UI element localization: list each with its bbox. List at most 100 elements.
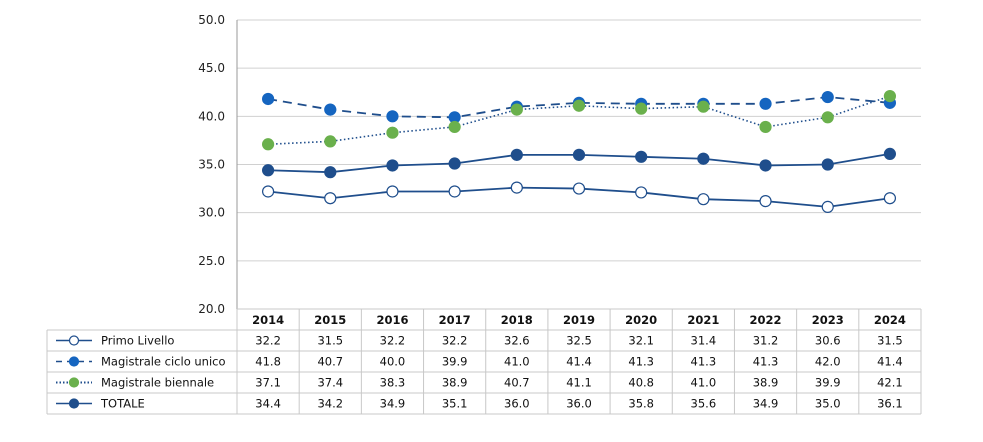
data-label: 40.8	[628, 376, 654, 390]
data-label: 40.7	[504, 376, 530, 390]
data-label: 39.9	[442, 355, 468, 369]
series-line	[268, 95, 891, 146]
data-label: 40.7	[317, 355, 343, 369]
data-point	[759, 195, 772, 208]
y-tick-label: 40.0	[198, 109, 225, 123]
data-point	[821, 111, 834, 124]
x-tick-label: 2023	[812, 313, 844, 327]
data-point	[635, 150, 648, 163]
data-label: 41.3	[753, 355, 779, 369]
data-point	[510, 148, 523, 161]
data-label: 34.9	[380, 397, 406, 411]
data-label: 41.4	[877, 355, 903, 369]
data-point	[510, 103, 523, 116]
y-tick-label: 35.0	[198, 158, 225, 172]
data-label: 40.0	[380, 355, 406, 369]
x-tick-label: 2016	[376, 313, 408, 327]
data-label: 31.4	[691, 334, 717, 348]
legend-label: Primo Livello	[101, 334, 174, 348]
data-point	[386, 126, 399, 139]
data-point	[635, 186, 648, 199]
data-label: 32.2	[442, 334, 468, 348]
data-point	[697, 152, 710, 165]
data-label: 34.4	[255, 397, 281, 411]
x-tick-label: 2021	[687, 313, 719, 327]
data-point	[883, 192, 897, 205]
data-label: 32.1	[628, 334, 654, 348]
y-tick-label: 45.0	[198, 61, 225, 75]
data-point	[261, 138, 275, 151]
legend-marker	[68, 335, 80, 346]
data-point	[821, 90, 834, 104]
data-label: 32.2	[380, 334, 406, 348]
data-point	[635, 102, 648, 115]
data-table: 2014 2015 2016 2017 2018 2019 2020 2021 2022 2023…	[46, 308, 922, 415]
x-tick-label: 2019	[563, 313, 595, 327]
data-label: 34.9	[753, 397, 779, 411]
data-point	[261, 185, 275, 198]
x-tick-label: 2015	[314, 313, 346, 327]
data-label: 34.2	[317, 397, 343, 411]
data-label: 41.3	[628, 355, 654, 369]
data-label: 32.5	[566, 334, 592, 348]
data-point	[572, 148, 586, 161]
data-point	[759, 159, 772, 172]
legend-label: Magistrale biennale	[101, 376, 214, 390]
data-point	[324, 135, 337, 148]
data-point	[759, 120, 772, 134]
gridlines	[237, 19, 921, 310]
y-axis: 20.0 25.0 30.0 35.0 40.0 45.0 50.0	[198, 13, 238, 316]
data-point	[324, 192, 337, 205]
y-tick-label: 20.0	[198, 302, 225, 316]
legend-label: Magistrale ciclo unico	[101, 355, 226, 369]
x-tick-label: 2018	[501, 313, 533, 327]
data-label: 35.1	[442, 397, 468, 411]
plot-area	[261, 90, 897, 213]
data-point	[821, 200, 834, 213]
data-label: 36.0	[566, 397, 592, 411]
data-point	[697, 193, 710, 206]
data-point	[510, 181, 523, 194]
data-label: 32.2	[255, 334, 281, 348]
data-point	[448, 157, 461, 170]
data-label: 36.1	[877, 397, 903, 411]
y-tick-label: 50.0	[198, 13, 225, 27]
legend-marker	[68, 356, 80, 367]
data-point	[324, 166, 337, 179]
data-point	[572, 99, 586, 112]
data-point	[448, 120, 461, 134]
data-point	[572, 182, 586, 195]
data-label: 41.4	[566, 355, 592, 369]
data-label: 36.0	[504, 397, 530, 411]
y-tick-label: 25.0	[198, 254, 225, 268]
data-label: 32.6	[504, 334, 530, 348]
data-point	[821, 158, 834, 171]
data-point	[386, 185, 399, 198]
data-label: 35.6	[691, 397, 717, 411]
data-point	[448, 185, 461, 198]
data-point	[386, 110, 399, 123]
data-point	[261, 92, 275, 106]
x-tick-label: 2014	[252, 313, 284, 327]
x-tick-label: 2020	[625, 313, 657, 327]
data-label: 38.9	[442, 376, 468, 390]
data-point	[697, 100, 710, 113]
data-label: 30.6	[815, 334, 841, 348]
data-label: 35.8	[628, 397, 654, 411]
legend-marker	[68, 377, 80, 388]
data-label: 42.1	[877, 376, 903, 390]
data-point	[883, 147, 897, 161]
data-label: 38.3	[380, 376, 406, 390]
data-label: 39.9	[815, 376, 841, 390]
data-point	[261, 164, 275, 177]
data-label: 41.1	[566, 376, 592, 390]
x-tick-label: 2024	[874, 313, 906, 327]
data-label: 41.0	[691, 376, 717, 390]
legend-marker	[68, 398, 80, 409]
data-label: 41.0	[504, 355, 530, 369]
data-label: 31.2	[753, 334, 779, 348]
data-label: 37.4	[317, 376, 343, 390]
data-point	[324, 103, 337, 116]
data-label: 31.5	[877, 334, 903, 348]
